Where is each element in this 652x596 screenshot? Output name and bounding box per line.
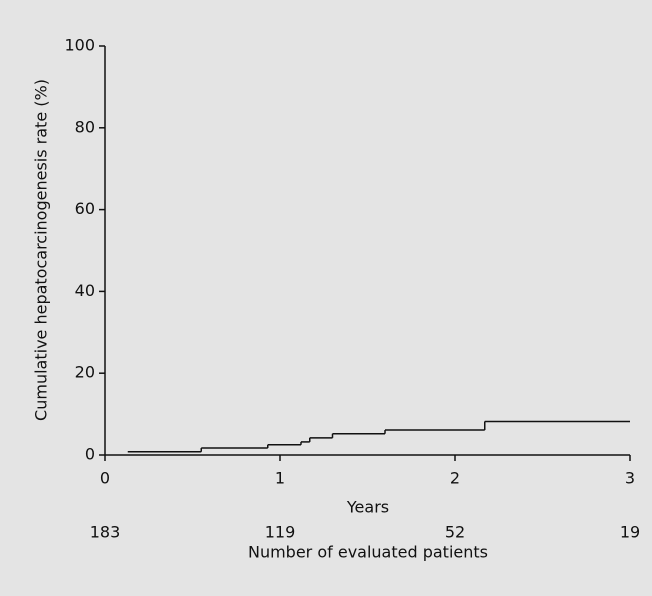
- x-tick-label: 0: [100, 469, 110, 488]
- at-risk-value: 119: [265, 523, 296, 542]
- x-axis-label: Years: [346, 498, 389, 517]
- at-risk-value: 183: [90, 523, 121, 542]
- at-risk-value: 19: [620, 523, 640, 542]
- y-tick-label: 80: [75, 117, 95, 136]
- y-axis-label: Cumulative hepatocarcinogenesis rate (%): [32, 79, 51, 421]
- x-tick-label: 2: [450, 469, 460, 488]
- at-risk-label: Number of evaluated patients: [248, 543, 488, 562]
- x-tick-label: 1: [275, 469, 285, 488]
- y-tick-label: 0: [85, 445, 95, 464]
- y-tick-label: 100: [64, 36, 95, 55]
- y-tick-label: 60: [75, 199, 95, 218]
- y-tick-label: 20: [75, 363, 95, 382]
- x-tick-label: 3: [625, 469, 635, 488]
- y-tick-label: 40: [75, 281, 95, 300]
- at-risk-value: 52: [445, 523, 465, 542]
